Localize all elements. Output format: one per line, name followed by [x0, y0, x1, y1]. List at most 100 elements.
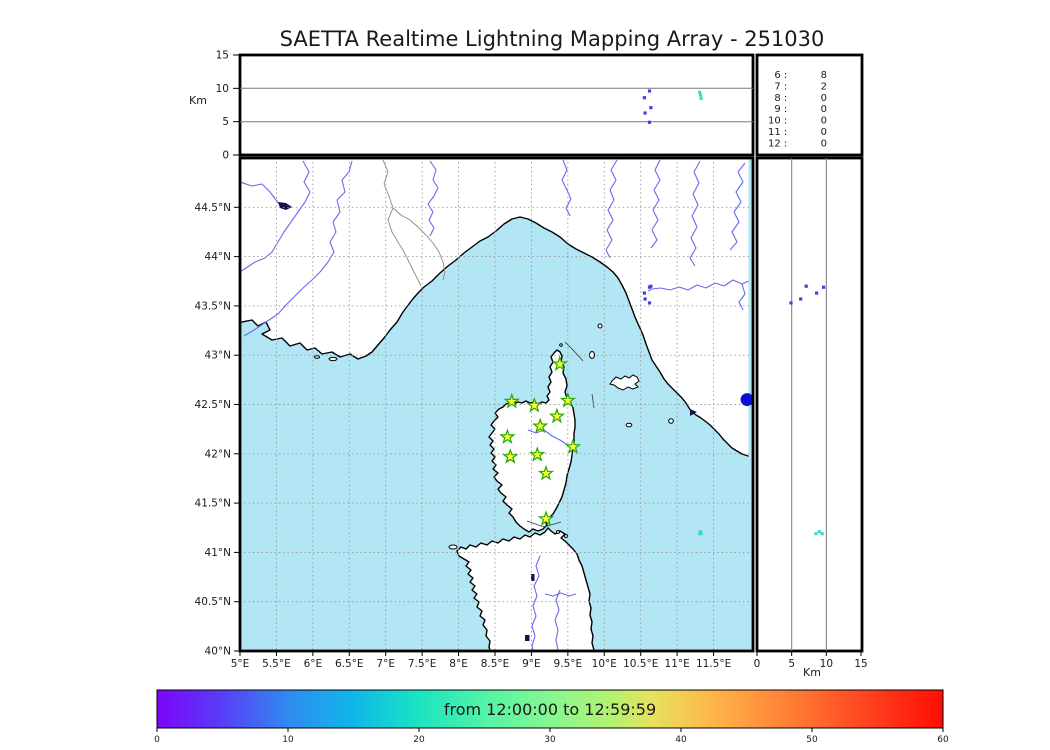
- svg-text:8.5°E: 8.5°E: [481, 658, 510, 670]
- altitude-axis-label: Km: [189, 94, 207, 107]
- river-path: [605, 159, 618, 259]
- station-star: [526, 396, 543, 413]
- map-lightning-points: [642, 284, 703, 536]
- svg-text:0: 0: [754, 658, 761, 670]
- river-path: [531, 555, 541, 650]
- station-star: [529, 446, 546, 462]
- hourly-counts-box: 6 : 8 7 : 2 8 : 0 9 : 0 10 : 0 11 : 0 12 : 0: [755, 53, 864, 157]
- station-star: [537, 510, 555, 526]
- river-path: [689, 160, 701, 267]
- svg-text:5°E: 5°E: [231, 658, 250, 670]
- svg-text:12 :: 12 :: [768, 138, 787, 149]
- svg-text:0: 0: [821, 104, 827, 115]
- river-path: [241, 160, 311, 272]
- svg-text:10 :: 10 :: [768, 116, 787, 127]
- right-panel-km-ticks: 0 5 10 15: [754, 651, 868, 670]
- lightning-point: [649, 106, 653, 110]
- top-panel-lightning-points: [642, 89, 703, 124]
- river-path: [738, 283, 746, 311]
- sea-route-line: [591, 393, 595, 409]
- svg-text:7 :: 7 :: [768, 81, 787, 92]
- svg-text:15: 15: [216, 50, 229, 62]
- coastal-lagoon-marker: [690, 409, 697, 416]
- station-star: [502, 448, 519, 464]
- svg-text:0: 0: [154, 735, 160, 745]
- pianosa-island: [625, 422, 633, 428]
- stats-rows: 6 : 8 7 : 2 8 : 0 9 : 0 10 : 0 11 : 0 12 : 0: [768, 70, 827, 149]
- sardinia-lake-1: [531, 574, 535, 581]
- svg-text:60: 60: [937, 735, 949, 745]
- svg-text:40°N: 40°N: [205, 646, 231, 658]
- sardinia-coastline: [456, 527, 595, 650]
- svg-text:10: 10: [820, 658, 833, 670]
- altitude-longitude-panel: 0 5 10 15 Km: [189, 50, 755, 162]
- hyeres-islands: [328, 356, 338, 362]
- svg-text:7.5°E: 7.5°E: [408, 658, 437, 670]
- lake-serre-poncon: [278, 202, 292, 210]
- maddalena-islet-1: [556, 530, 560, 534]
- svg-text:44°N: 44°N: [205, 251, 231, 263]
- mainland-coastline: [241, 159, 749, 457]
- colorbar-tick-labels: 0 10 20 30 40 50 60: [154, 728, 949, 745]
- river-path: [544, 592, 577, 597]
- station-star: [559, 391, 577, 408]
- station-star: [503, 392, 520, 409]
- longitude-tick-labels: 5°E 5.5°E 6°E 6.5°E 7°E 7.5°E 8°E 8.5°E 9°E 9.5°E…: [231, 651, 731, 670]
- station-star: [564, 438, 582, 454]
- river-path: [554, 589, 561, 650]
- svg-text:7°E: 7°E: [376, 658, 395, 670]
- svg-text:0: 0: [821, 116, 827, 127]
- svg-text:30: 30: [544, 735, 556, 745]
- svg-text:0: 0: [821, 127, 827, 138]
- map-panel: 44.5°N 44°N 43.5°N 43°N 42.5°N 42°N 41.5°N 41°N…: [195, 156, 755, 670]
- stats-box-frame: [755, 53, 864, 157]
- lightning-point: [804, 284, 808, 288]
- station-star: [499, 428, 516, 444]
- time-colorbar: from 12:00:00 to 12:59:59 0 10 20 30 40 50 60: [154, 689, 949, 745]
- lightning-point: [799, 297, 803, 301]
- svg-text:44.5°N: 44.5°N: [195, 202, 231, 214]
- svg-text:6 :: 6 :: [768, 70, 787, 81]
- lightning-point: [643, 297, 647, 301]
- svg-text:40.5°N: 40.5°N: [195, 596, 231, 608]
- svg-text:42.5°N: 42.5°N: [195, 399, 231, 411]
- svg-text:6°E: 6°E: [304, 658, 323, 670]
- right-panel-lightning-points: [789, 284, 826, 536]
- svg-text:40: 40: [675, 735, 687, 745]
- lightning-point: [642, 291, 646, 295]
- svg-text:9.5°E: 9.5°E: [554, 658, 583, 670]
- page-title: SAETTA Realtime Lightning Mapping Array …: [280, 27, 825, 51]
- svg-text:10: 10: [216, 83, 229, 95]
- arno-river: [647, 279, 749, 292]
- small-island: [314, 355, 320, 359]
- sea-route-line: [526, 520, 562, 528]
- map-geography: [241, 159, 749, 650]
- right-km-axis-label: Km: [803, 666, 821, 679]
- svg-text:43°N: 43°N: [205, 350, 231, 362]
- svg-text:8 :: 8 :: [768, 93, 787, 104]
- lightning-point: [642, 96, 646, 100]
- lightning-point: [699, 96, 703, 100]
- lightning-point: [822, 285, 826, 289]
- lightning-point: [814, 532, 818, 536]
- svg-text:11°E: 11°E: [665, 658, 690, 670]
- station-star: [548, 407, 566, 424]
- svg-text:5: 5: [222, 116, 229, 128]
- svg-text:5.5°E: 5.5°E: [262, 658, 291, 670]
- altitude-latitude-panel: 0 5 10 15 Km: [754, 156, 868, 679]
- lma-station-stars: [499, 355, 582, 526]
- svg-text:15: 15: [854, 658, 867, 670]
- colorbar-time-window-label: from 12:00:00 to 12:59:59: [444, 700, 656, 719]
- svg-text:0: 0: [821, 93, 827, 104]
- lightning-point: [820, 532, 824, 536]
- montecristo-island: [668, 418, 674, 424]
- svg-text:5: 5: [788, 658, 795, 670]
- lightning-point: [647, 301, 652, 305]
- river-path: [427, 160, 439, 237]
- country-border: [392, 207, 446, 281]
- svg-text:8: 8: [821, 70, 827, 81]
- elba-island: [609, 374, 640, 391]
- svg-text:6.5°E: 6.5°E: [335, 658, 364, 670]
- country-border: [382, 159, 422, 287]
